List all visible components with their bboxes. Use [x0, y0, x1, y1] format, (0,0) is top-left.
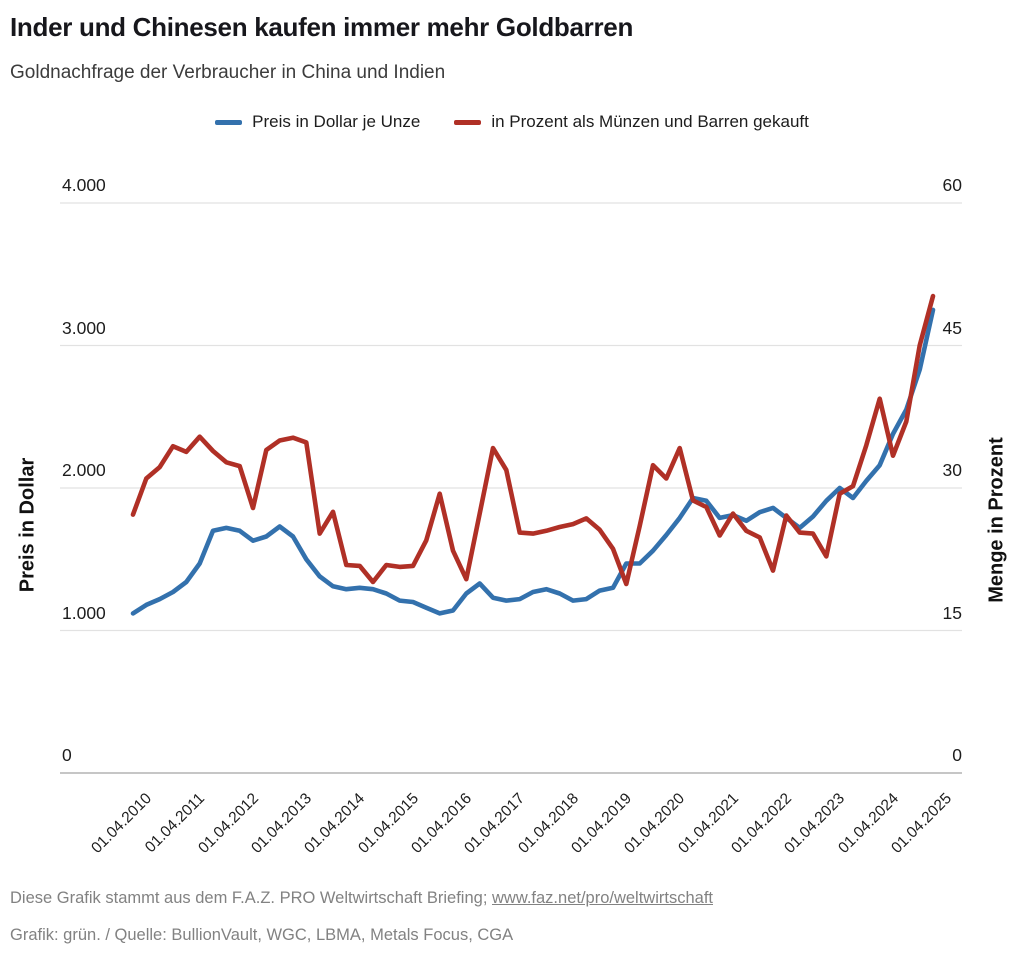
legend-item-price: Preis in Dollar je Unze [215, 112, 420, 132]
right-axis-tick-label: 45 [942, 317, 962, 338]
right-axis-tick-label: 15 [942, 602, 962, 623]
price-line [130, 307, 936, 616]
legend-item-share: in Prozent als Münzen und Barren gekauft [454, 112, 809, 132]
page-title: Inder und Chinesen kaufen immer mehr Gol… [10, 12, 634, 42]
share-line [130, 293, 936, 587]
left-axis-tick-label: 2.000 [62, 460, 106, 480]
right-axis-title: Menge in Prozent [985, 437, 1008, 603]
price-series-label: Preis in Dollar je Unze [252, 112, 421, 131]
footer-briefing-text: Diese Grafik stammt aus dem F.A.Z. PRO W… [10, 889, 492, 907]
footer-source-line: Diese Grafik stammt aus dem F.A.Z. PRO W… [10, 889, 1010, 908]
left-axis-tick-label: 4.000 [62, 175, 106, 195]
left-axis-tick-label: 3.000 [62, 317, 106, 338]
price-series-swatch [215, 119, 243, 125]
right-axis-tick-label: 0 [952, 745, 962, 765]
left-axis-tick-label: 1.000 [62, 602, 106, 623]
page-subtitle: Goldnachfrage der Verbraucher in China u… [10, 62, 446, 83]
share-series-swatch [454, 119, 482, 125]
right-axis-tick-label: 60 [942, 175, 962, 195]
footer-briefing-link[interactable]: www.faz.net/pro/weltwirtschaft [492, 889, 713, 907]
chart-legend: Preis in Dollar je Unze in Prozent als M… [0, 112, 1024, 132]
left-axis-title: Preis in Dollar [16, 457, 39, 593]
right-axis-tick-label: 30 [942, 460, 962, 480]
left-axis-tick-label: 0 [62, 745, 72, 765]
share-series-label: in Prozent als Münzen und Barren gekauft [491, 112, 809, 131]
footer-credit-line: Grafik: grün. / Quelle: BullionVault, WG… [10, 926, 514, 944]
